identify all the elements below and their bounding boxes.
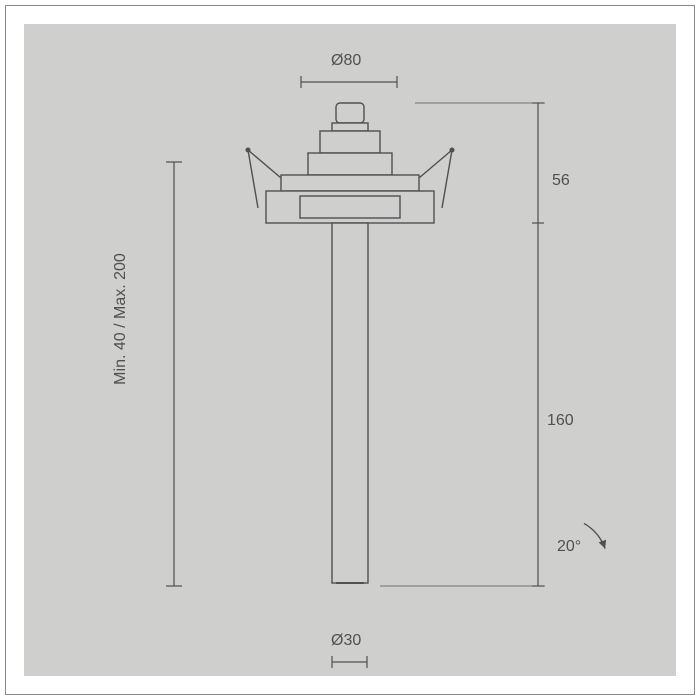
label-top-diameter: Ø80 xyxy=(331,52,361,70)
label-angle: 20° xyxy=(557,538,581,556)
label-bottom-diameter: Ø30 xyxy=(331,632,361,650)
label-height-left: Min. 40 / Max. 200 xyxy=(112,253,130,385)
label-height-lower: 160 xyxy=(547,412,574,430)
technical-drawing xyxy=(0,0,700,700)
label-height-upper: 56 xyxy=(552,172,570,190)
